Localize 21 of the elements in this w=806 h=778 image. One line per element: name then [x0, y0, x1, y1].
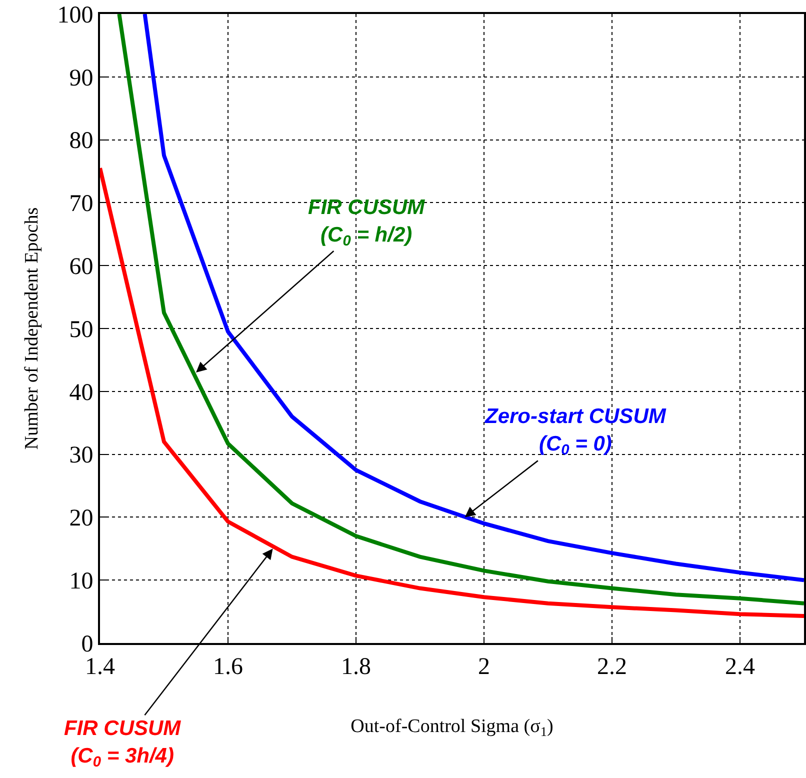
y-tick-label: 60	[69, 254, 94, 280]
annotation: Zero-start CUSUM (C$_{0}$ = 0)	[484, 405, 666, 459]
x-tick-label: 2	[478, 654, 490, 680]
x-tick-label: 1.8	[341, 654, 371, 680]
y-tick-label: 10	[69, 568, 94, 594]
y-tick-label: 20	[69, 506, 94, 532]
y-tick-label: 70	[69, 191, 94, 218]
x-axis-title: Out-of-Control Sigma (σ$_{1}$)	[350, 716, 554, 740]
y-tick-label: 80	[69, 128, 94, 154]
x-tick-label: 2.2	[597, 654, 627, 680]
y-tick-label: 40	[69, 380, 94, 406]
y-tick-label: 30	[69, 442, 94, 469]
y-tick-label: 100	[57, 2, 94, 28]
y-tick-label: 50	[69, 316, 94, 343]
y-axis-title: Number of Independent Epochs	[22, 207, 43, 450]
annotation: FIR CUSUM (C$_{0}$ = h/2)	[308, 196, 426, 250]
line-series	[100, 166, 804, 618]
annotation: FIR CUSUM (C$_{0}$ = 3h/4)	[64, 717, 182, 771]
y-tick-label: 90	[69, 65, 94, 92]
x-tick-label: 1.6	[213, 654, 243, 680]
x-tick-label: 2.4	[725, 654, 755, 680]
